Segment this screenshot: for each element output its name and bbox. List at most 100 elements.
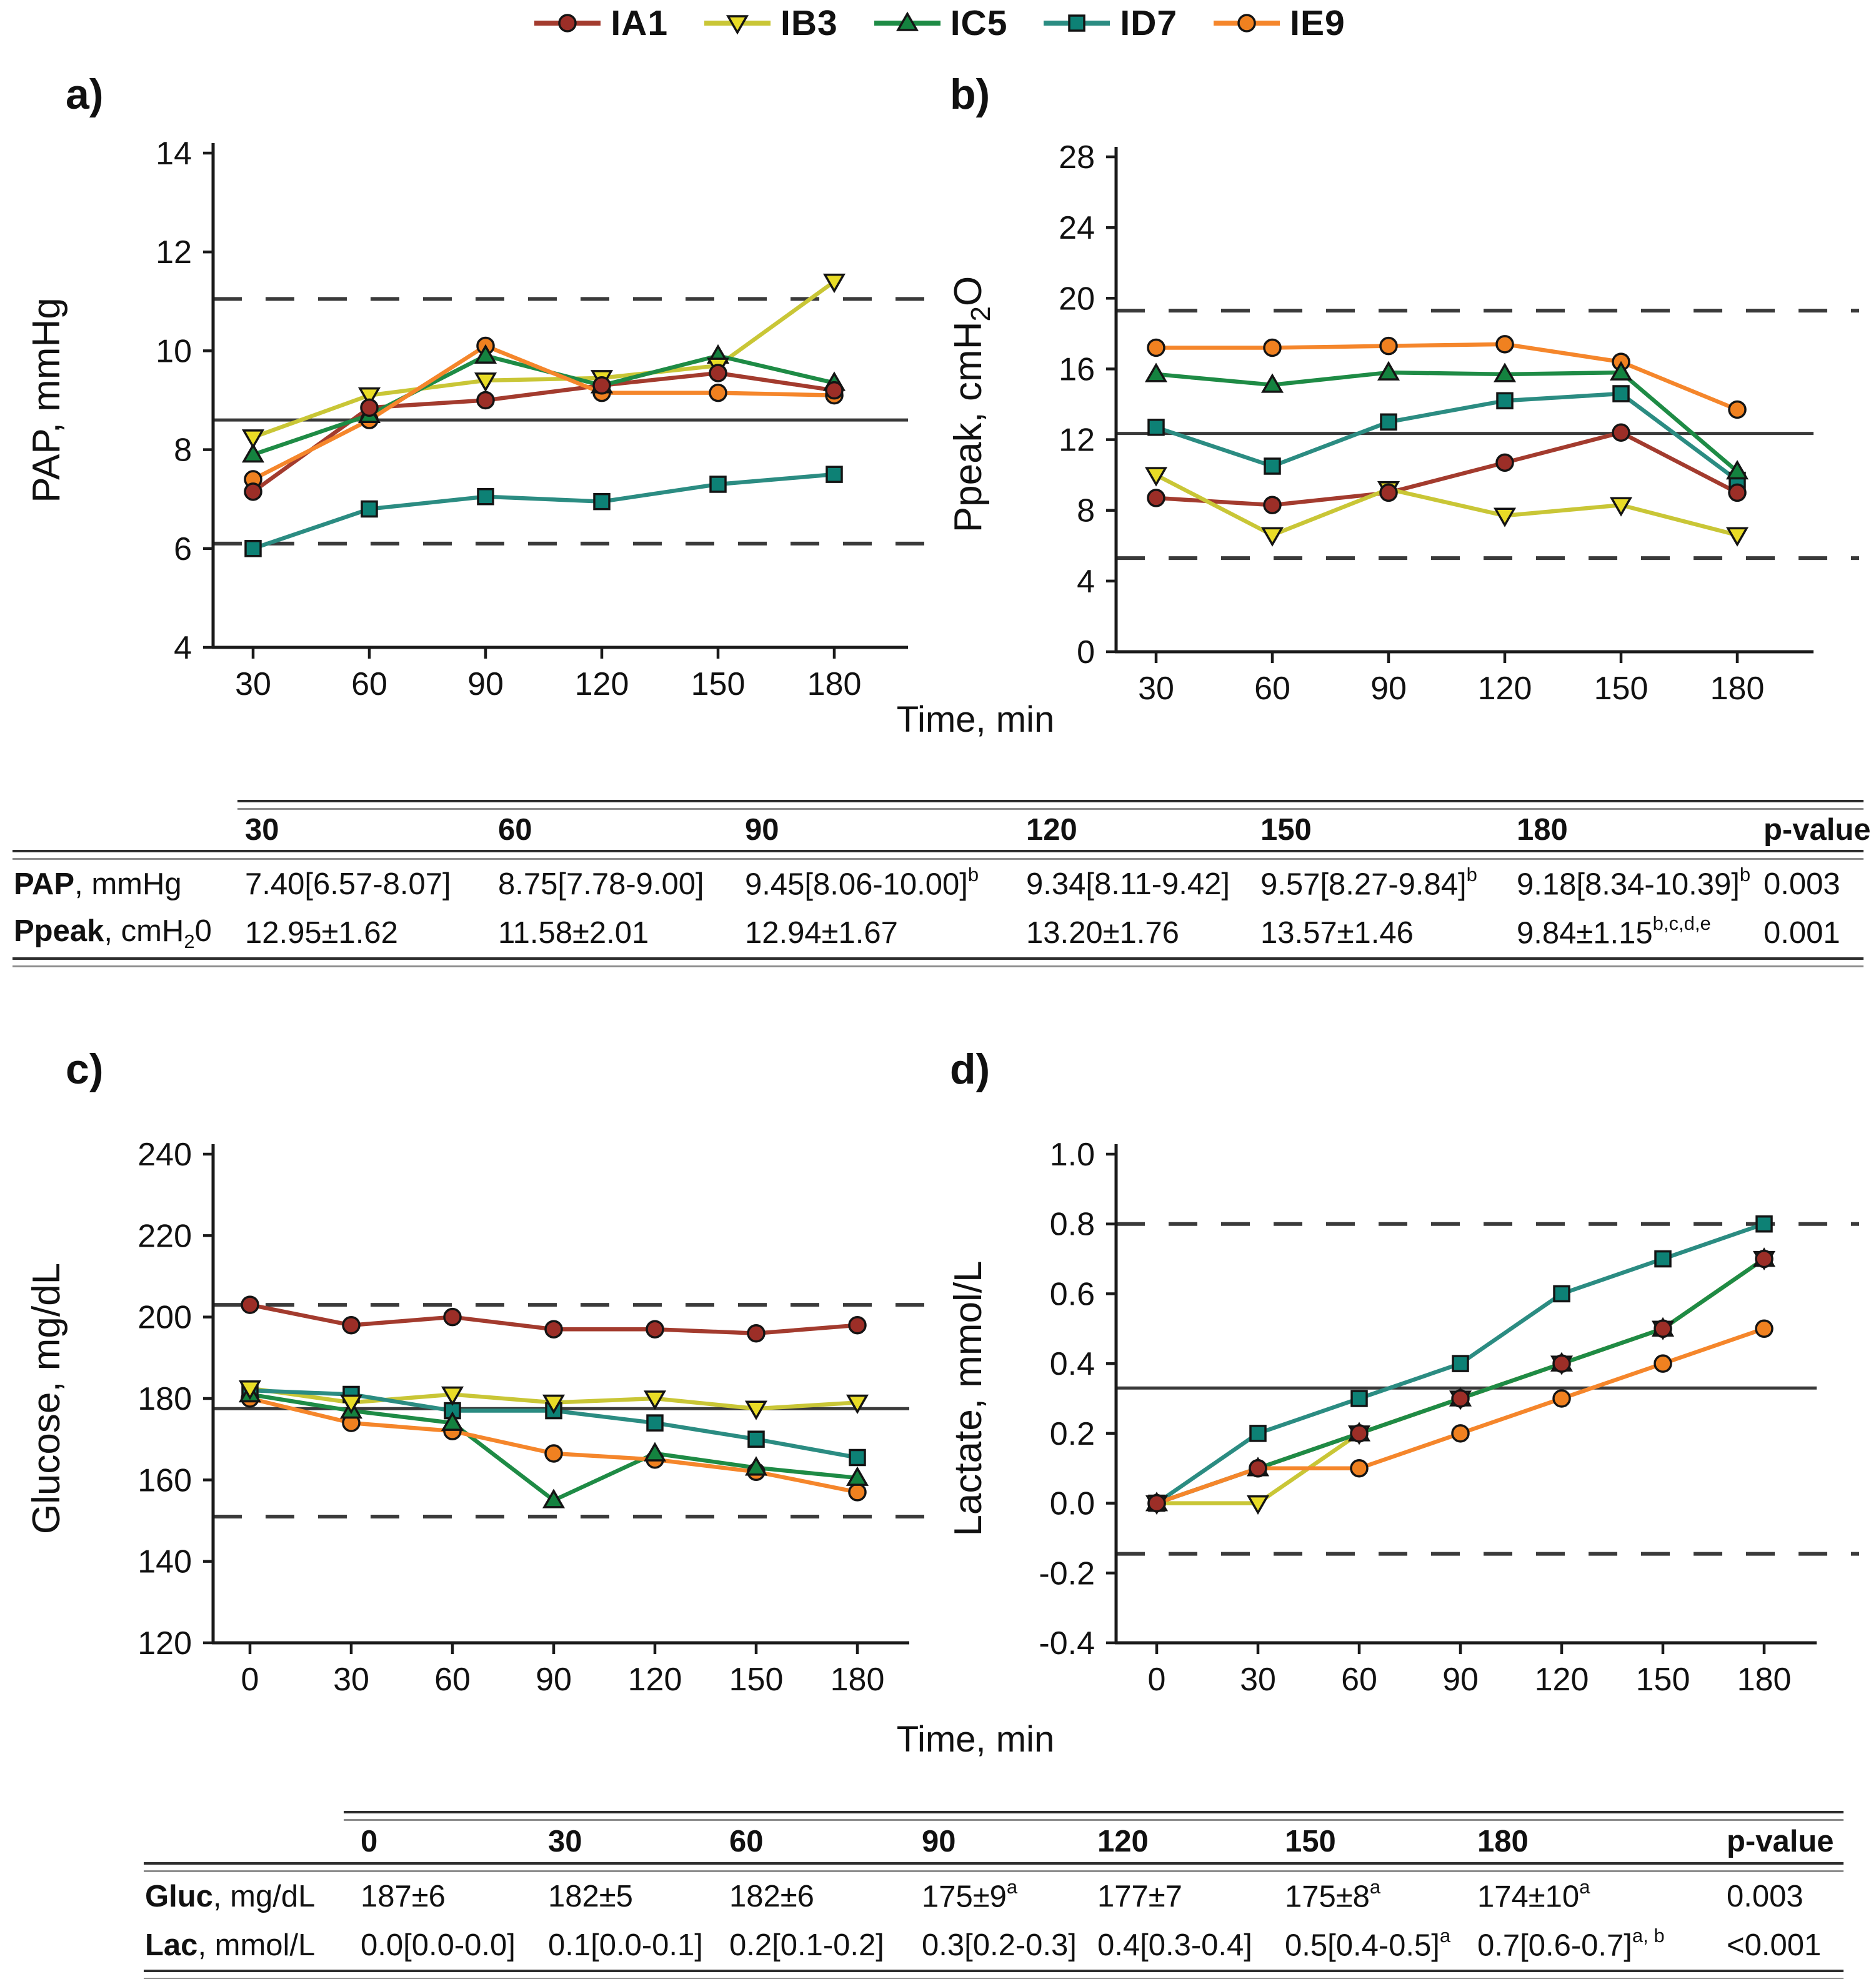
column-header: 120 <box>1097 1825 1149 1858</box>
series-markers <box>1144 335 1749 547</box>
table-cell: 9.45[8.06-10.00]b <box>745 864 979 902</box>
column-header: 150 <box>1285 1825 1336 1858</box>
y-tick-label: 14 <box>156 136 192 172</box>
series-line-IB3 <box>1157 1257 1765 1505</box>
column-header: p-value <box>1764 813 1871 847</box>
markers-IE9 <box>1147 335 1747 419</box>
series-line-ID7 <box>1155 391 1739 482</box>
table-cell: 7.40[6.57-8.07] <box>245 867 451 901</box>
legend-label: IE9 <box>1290 3 1345 43</box>
series-line-ID7 <box>252 472 835 551</box>
table-cell: 174±10a <box>1477 1876 1590 1914</box>
table-cell: 13.57±1.46 <box>1260 916 1414 950</box>
y-tick-label: 120 <box>137 1625 192 1662</box>
legend-item-IB3: IB3 <box>701 2 838 44</box>
column-header: 120 <box>1026 813 1077 847</box>
y-tick-label: 200 <box>137 1300 192 1336</box>
table-cell: 0.1[0.0-0.1] <box>548 1928 703 1962</box>
triangle-down-icon <box>704 15 771 35</box>
series-line-IC5 <box>1155 1257 1765 1505</box>
markers-IA1 <box>241 1295 867 1343</box>
table-cell: 0.4[0.3-0.4] <box>1097 1928 1252 1962</box>
chart-pap: 4 6 8 10 12 14 30 60 90 120 150 180 PAP, mmHg <box>25 136 931 702</box>
axes: 4 6 8 10 12 14 30 60 90 120 150 180 <box>156 136 908 702</box>
series-markers <box>1145 1215 1776 1515</box>
legend-item-ID7: ID7 <box>1040 2 1177 44</box>
series-markers <box>238 1295 869 1508</box>
x-tick-label: 120 <box>628 1662 682 1698</box>
legend-label: IA1 <box>611 3 669 43</box>
markers-IC5 <box>1144 361 1749 480</box>
y-tick-label: 1.0 <box>1050 1137 1095 1173</box>
chart-glucose: 120 140 160 180 200 220 240 0 30 60 90 120 150 180 Glu… <box>25 1137 931 1698</box>
y-tick-label: 12 <box>156 234 192 271</box>
y-axis-title: PAP, mmHg <box>25 297 68 502</box>
table-cell: 0.003 <box>1727 1880 1804 1913</box>
column-header: p-value <box>1727 1825 1834 1858</box>
table-top-rule <box>237 800 1864 810</box>
series-line-IC5 <box>1155 370 1739 473</box>
x-tick-label: 180 <box>1737 1662 1792 1698</box>
series-lines <box>1155 342 1739 537</box>
y-tick-label: 4 <box>1077 564 1095 600</box>
table-bottom-rule <box>12 957 1864 967</box>
y-axis-title: Lactate, mmol/L <box>947 1260 990 1536</box>
x-tick-label: 150 <box>1636 1662 1690 1698</box>
table-header-row: 30 60 90 120 150 180 p-value <box>12 810 1871 850</box>
table-cell: 187±6 <box>361 1880 446 1913</box>
y-tick-label: 240 <box>137 1137 192 1173</box>
axes: 120 140 160 180 200 220 240 0 30 60 90 120 150 180 <box>137 1137 909 1698</box>
column-header: 90 <box>745 813 779 847</box>
legend-label: IB3 <box>781 3 838 43</box>
x-tick-label: 150 <box>1594 670 1649 707</box>
x-tick-label: 90 <box>1442 1662 1479 1698</box>
x-tick-label: 120 <box>575 666 629 702</box>
series-line-IA1 <box>1155 431 1739 507</box>
series-line-IB3 <box>252 280 836 439</box>
reference-lines <box>213 297 931 546</box>
legend-item-IA1: IA1 <box>531 2 668 44</box>
x-tick-label: 30 <box>333 1662 369 1698</box>
y-tick-label: 6 <box>174 531 192 567</box>
column-header: 90 <box>922 1825 956 1858</box>
table-cell: 182±6 <box>729 1880 814 1913</box>
y-axis-title: Ppeak, cmH2O <box>947 276 996 532</box>
table-cell: 0.5[0.4-0.5]a <box>1285 1925 1451 1963</box>
table-cell: 11.58±2.01 <box>498 916 649 950</box>
column-header: 60 <box>498 813 532 847</box>
triangle-up-icon <box>874 11 940 31</box>
y-tick-label: 0.2 <box>1050 1416 1095 1452</box>
series-line-IE9 <box>1155 1327 1765 1505</box>
circle-icon <box>534 14 601 32</box>
y-tick-label: 28 <box>1059 139 1095 176</box>
table-cell: 0.0[0.0-0.0] <box>361 1928 516 1962</box>
y-axis-title: Glucose, mg/dL <box>25 1263 68 1534</box>
x-tick-label: 180 <box>807 666 862 702</box>
markers-IB3 <box>241 273 846 449</box>
chart-ppeak: 0 4 8 12 16 20 24 28 30 60 90 120 150 180 Ppeak, cmH2O <box>947 139 1859 707</box>
axes: -0.4 -0.2 0.0 0.2 0.4 0.6 0.8 1.0 0 30 60 90 120 150 1… <box>1039 1137 1817 1698</box>
table-cell: 12.94±1.67 <box>745 916 898 950</box>
y-tick-label: 0.4 <box>1050 1346 1095 1382</box>
axes: 0 4 8 12 16 20 24 28 30 60 90 120 150 180 <box>1059 139 1814 707</box>
x-tick-label: 90 <box>467 666 504 702</box>
x-tick-label: 60 <box>1254 670 1290 707</box>
y-tick-label: 220 <box>137 1218 192 1254</box>
circle-icon <box>1214 14 1280 32</box>
row-label: PAP, mmHg <box>14 867 182 901</box>
legend-label: IC5 <box>950 3 1008 43</box>
markers-IA1 <box>1147 1249 1774 1513</box>
x-tick-label: 150 <box>729 1662 784 1698</box>
table-row: PAP, mmHg 7.40[6.57-8.07] 8.75[7.78-9.00] 9… <box>12 860 1864 909</box>
y-tick-label: 0.6 <box>1050 1276 1095 1312</box>
table-cell: 0.3[0.2-0.3] <box>922 1928 1077 1962</box>
table-cell: 9.57[8.27-9.84]b <box>1260 864 1477 902</box>
x-axis-title-bottom: Time, min <box>896 1719 1055 1760</box>
markers-IB3 <box>238 1380 869 1420</box>
markers-IA1 <box>244 364 844 501</box>
y-tick-label: 0 <box>1077 634 1095 670</box>
x-tick-label: 120 <box>1535 1662 1589 1698</box>
y-tick-label: 10 <box>156 333 192 369</box>
table-top-rule <box>344 1811 1844 1821</box>
table-header-rule <box>144 1862 1844 1872</box>
